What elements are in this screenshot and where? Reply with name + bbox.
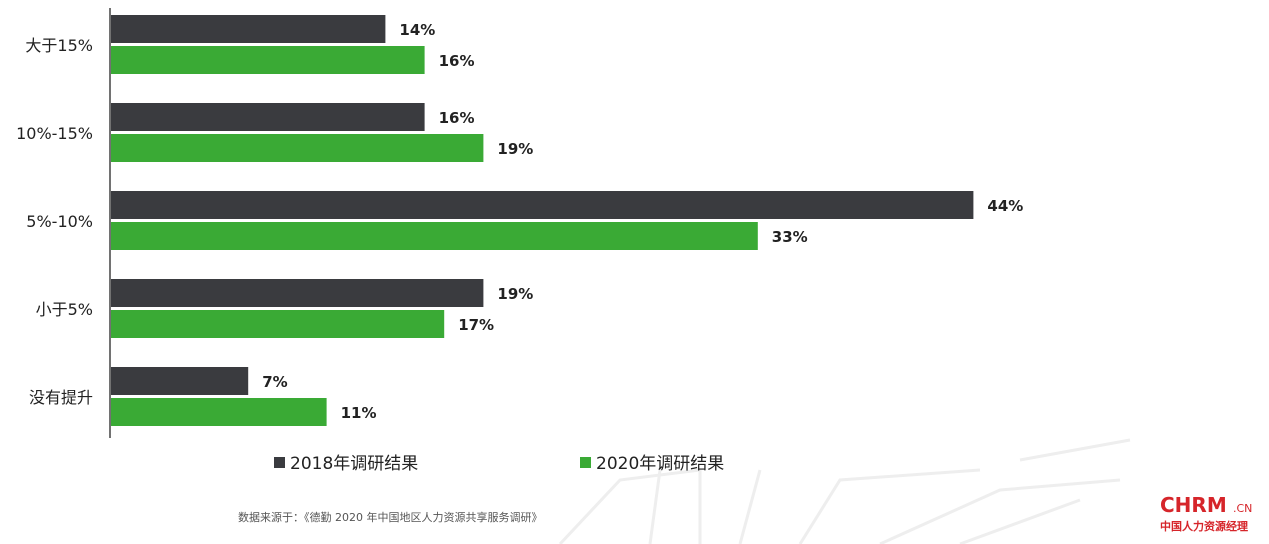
legend-label-2018: 2018年调研结果 (290, 454, 418, 474)
category-label: 5%-10% (26, 212, 93, 231)
category-label: 大于15% (25, 36, 93, 55)
bar-2018 (111, 279, 484, 307)
bar-2020 (111, 134, 484, 162)
value-label: 16% (439, 109, 475, 127)
category-label: 小于5% (36, 300, 93, 319)
legend: 2018年调研结果 2020年调研结果 (274, 454, 724, 474)
value-label: 14% (399, 21, 435, 39)
value-label: 16% (439, 52, 475, 70)
bar-2020 (111, 398, 327, 426)
category-label: 没有提升 (29, 388, 93, 407)
value-label: 19% (497, 285, 533, 303)
value-label: 33% (772, 228, 808, 246)
value-labels: 14%16%16%19%44%33%19%17%7%11% (262, 21, 1023, 422)
category-labels: 大于15% 10%-15% 5%-10% 小于5% 没有提升 (16, 36, 93, 407)
logo-main-text: CHRM (1160, 493, 1227, 517)
legend-label-2020: 2020年调研结果 (596, 454, 724, 474)
logo-suffix-text: .CN (1233, 502, 1252, 515)
value-label: 19% (497, 140, 533, 158)
legend-swatch-2020 (580, 457, 591, 468)
category-label: 10%-15% (16, 124, 93, 143)
value-label: 17% (458, 316, 494, 334)
bar-2018 (111, 15, 386, 43)
bar-2020 (111, 46, 425, 74)
bars (111, 15, 974, 426)
bar-2018 (111, 367, 249, 395)
bar-2020 (111, 310, 445, 338)
value-label: 7% (262, 373, 287, 391)
bar-2018 (111, 103, 425, 131)
chrm-logo: CHRM .CN 中国人力资源经理 (1160, 493, 1252, 533)
source-note: 数据来源于：《德勤 2020 年中国地区人力资源共享服务调研》 (238, 510, 543, 524)
logo-subtitle-text: 中国人力资源经理 (1160, 519, 1248, 533)
legend-swatch-2018 (274, 457, 285, 468)
bar-2018 (111, 191, 974, 219)
bar-2020 (111, 222, 758, 250)
value-label: 44% (987, 197, 1023, 215)
background-pattern (558, 438, 1131, 544)
value-label: 11% (341, 404, 377, 422)
